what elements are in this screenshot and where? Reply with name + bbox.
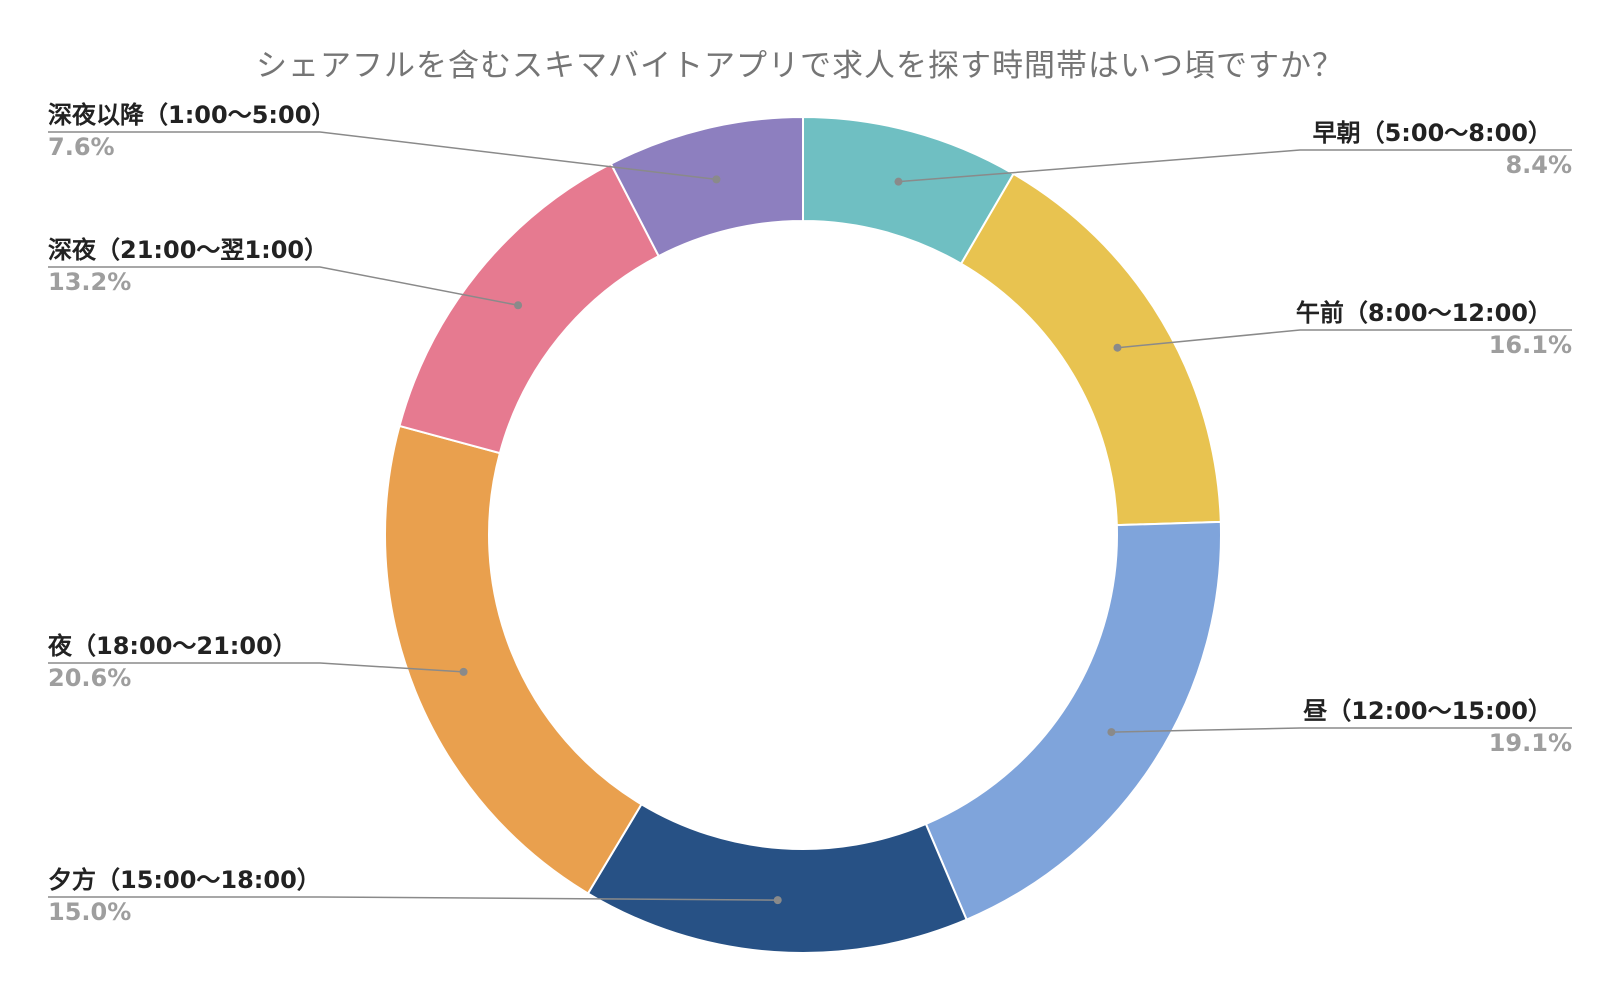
slices-layer [384,115,1222,954]
leader-line [48,131,717,181]
slice-category-label: 夜（18:00〜21:00） [47,632,297,660]
slice-category-label: 深夜（21:00〜翌1:00） [48,236,328,264]
leader-line [48,266,519,307]
leader-line [898,149,1572,183]
slice-value-label: 20.6% [48,664,131,692]
chart-title: シェアフルを含むスキマバイトアプリで求人を探す時間帯はいつ頃ですか？ [256,48,1344,84]
slice-value-label: 7.6% [48,133,115,161]
leader-line [48,662,464,673]
leader-line [1117,329,1572,349]
donut-slice [586,802,968,954]
slice-category-label: 午前（8:00〜12:00） [1296,299,1552,327]
slice-value-label: 13.2% [48,268,131,296]
slice-value-label: 8.4% [1505,151,1572,179]
donut-slice [398,162,661,455]
donut-slice [609,115,804,258]
leader-line [48,896,778,901]
donut-slice [384,424,643,895]
donut-slice [924,520,1222,921]
slice-category-label: 夕方（15:00〜18:00） [48,866,321,894]
leader-line [1111,727,1572,733]
slice-category-label: 深夜以降（1:00〜5:00） [48,101,335,129]
slice-value-label: 15.0% [48,898,131,926]
slice-value-label: 19.1% [1489,729,1572,757]
labels-layer: 早朝（5:00〜8:00） 8.4% 午前（8:00〜12:00） 16.1% 昼（12… [47,101,1572,926]
slice-value-label: 16.1% [1489,331,1572,359]
slice-category-label: 早朝（5:00〜8:00） [1313,119,1552,147]
donut-slice [959,172,1222,527]
slice-category-label: 昼（12:00〜15:00） [1303,697,1552,725]
